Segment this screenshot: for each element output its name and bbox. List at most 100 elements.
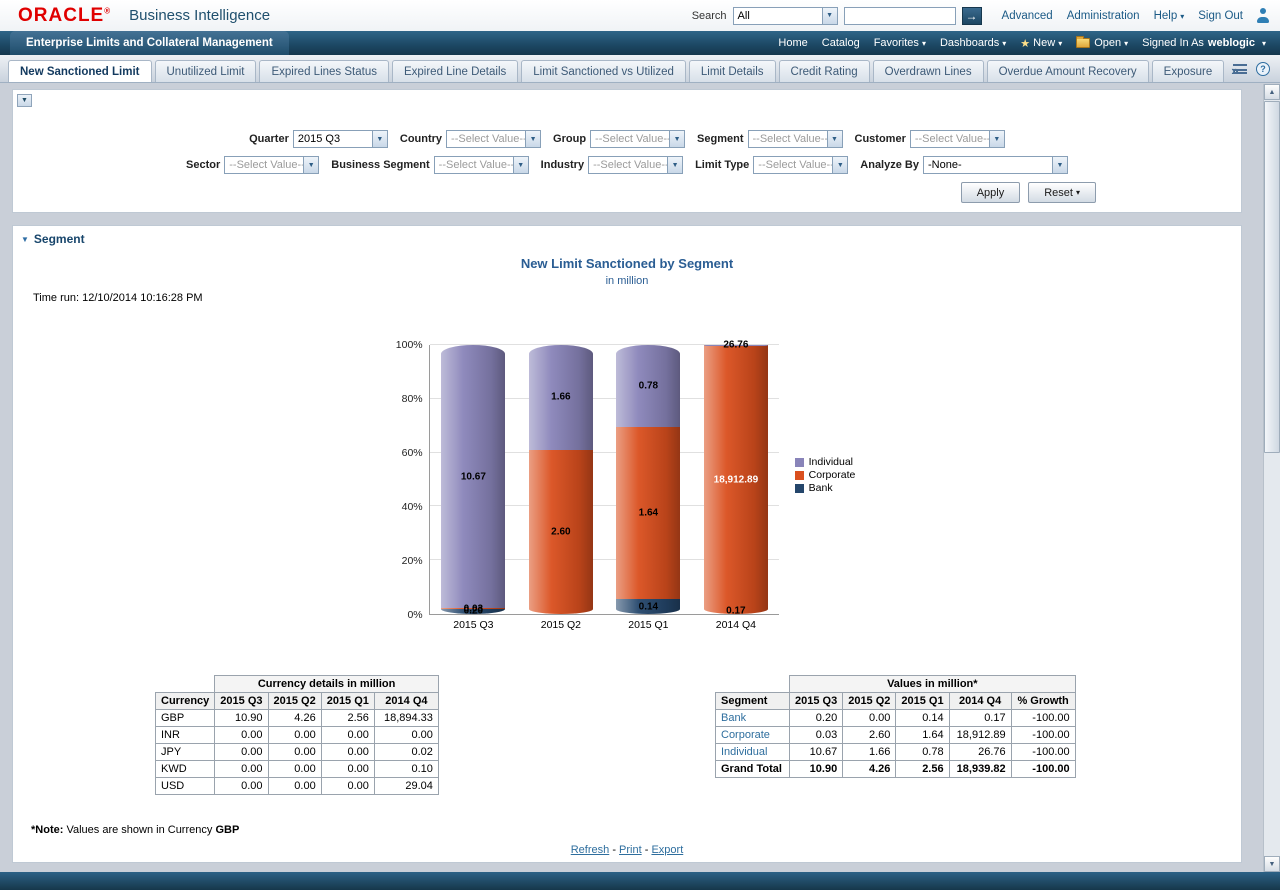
bar-segment-individual[interactable]	[616, 345, 681, 427]
bar-2015-q1[interactable]: 0.14 1.64 0.78	[616, 345, 681, 614]
bar-segment-corporate[interactable]	[616, 426, 681, 600]
tab-overdue-amount-recovery[interactable]: Overdue Amount Recovery	[986, 60, 1149, 82]
tabstrip-icons: ?	[1233, 62, 1270, 76]
user-icon[interactable]	[1255, 8, 1270, 23]
panel-links: Refresh - Print - Export	[570, 844, 684, 856]
tab-overflow-chevron[interactable]: »	[1231, 63, 1239, 78]
tab-limit-details[interactable]: Limit Details	[688, 60, 776, 82]
nav-item-favorites[interactable]: Favorites ▾	[873, 37, 926, 49]
chevron-down-icon[interactable]: ▼	[821, 7, 837, 24]
cell-value: 10.90	[788, 760, 844, 778]
help-icon[interactable]: ?	[1256, 62, 1270, 76]
collapse-section-icon[interactable]: ▼	[21, 234, 29, 244]
chevron-down-icon: ▾	[1124, 38, 1129, 48]
dropdown-arrow-icon[interactable]: ▼	[669, 131, 685, 147]
export-link[interactable]: Export	[651, 844, 684, 856]
bar-2015-q2[interactable]: 2.60 1.66	[528, 345, 593, 614]
tab-overdrawn-lines[interactable]: Overdrawn Lines	[872, 60, 984, 82]
filter-select-business-segment[interactable]: --Select Value-- ▼	[433, 156, 529, 174]
bar-segment-corporate[interactable]	[703, 345, 768, 614]
tab-new-sanctioned-limit[interactable]: New Sanctioned Limit	[8, 60, 152, 82]
tab-exposure[interactable]: Exposure	[1151, 60, 1225, 82]
tab-limit-sanctioned-vs-utilized[interactable]: Limit Sanctioned vs Utilized	[521, 60, 686, 82]
filter-select-quarter[interactable]: 2015 Q3 ▼	[292, 130, 388, 148]
bar-2014-q4[interactable]: 0.17 18,912.89 26.76	[703, 340, 768, 616]
footnote-text: Values are shown in Currency	[63, 824, 216, 836]
bar-segment-corporate[interactable]	[441, 608, 506, 610]
search-go-button[interactable]: →	[961, 6, 982, 25]
filter-select-segment[interactable]: --Select Value-- ▼	[747, 130, 843, 148]
cell-value: 0.00	[267, 743, 322, 761]
cell-value: 0.00	[842, 709, 897, 727]
row-label[interactable]: Individual	[715, 743, 790, 761]
filter-select-industry[interactable]: --Select Value-- ▼	[588, 156, 684, 174]
dropdown-arrow-icon[interactable]: ▼	[303, 157, 319, 173]
module-tab[interactable]: Enterprise Limits and Collateral Managem…	[10, 31, 289, 55]
chart-legend: Individual Corporate Bank	[794, 455, 855, 615]
chart: 0.20 0.03 10.67 2015 Q3 2.60 1.66 2015 Q2 0.14 1…	[13, 339, 1241, 631]
dropdown-arrow-icon[interactable]: ▼	[832, 157, 848, 173]
chart-plot-wrap: 0.20 0.03 10.67 2015 Q3 2.60 1.66 2015 Q2 0.14 1…	[396, 339, 779, 631]
column-header-2014-q4: 2014 Q4	[948, 692, 1012, 710]
search-label: Search	[691, 9, 727, 22]
currency-table: Currency details in million Currency 2015 …	[154, 675, 439, 795]
row-label[interactable]: Corporate	[715, 726, 790, 744]
bar-segment-bank[interactable]	[441, 609, 506, 614]
table-row: Bank 0.20 0.00 0.14 0.17 -100.00	[715, 709, 1076, 727]
vertical-scrollbar[interactable]: ▲ ▼	[1263, 84, 1280, 872]
bar-segment-individual[interactable]	[441, 345, 506, 609]
refresh-link[interactable]: Refresh	[570, 844, 610, 856]
row-label[interactable]: Bank	[715, 709, 790, 727]
scrollbar-thumb[interactable]	[1264, 101, 1280, 453]
nav-item-home[interactable]: Home	[778, 37, 808, 49]
search-input[interactable]	[843, 6, 956, 25]
filter-select-sector[interactable]: --Select Value-- ▼	[224, 156, 320, 174]
filter-select-customer[interactable]: --Select Value-- ▼	[909, 130, 1005, 148]
scroll-down-icon[interactable]: ▼	[1264, 856, 1280, 872]
dropdown-arrow-icon[interactable]: ▼	[512, 157, 528, 173]
print-link[interactable]: Print	[619, 844, 642, 856]
cell-value: 10.67	[788, 743, 844, 761]
reset-button[interactable]: Reset ▾	[1028, 182, 1096, 203]
signed-in-as[interactable]: Signed In As weblogic ▾	[1142, 37, 1266, 49]
dropdown-arrow-icon[interactable]: ▼	[826, 131, 842, 147]
table-row: Corporate 0.03 2.60 1.64 18,912.89 -100.00	[715, 726, 1076, 744]
nav-item-new[interactable]: ★ New ▾	[1020, 37, 1063, 50]
header-link-help[interactable]: Help ▾	[1153, 9, 1185, 22]
nav-item-open[interactable]: Open ▾	[1076, 36, 1129, 49]
tab-expired-line-details[interactable]: Expired Line Details	[391, 60, 519, 82]
filter-select-country[interactable]: --Select Value-- ▼	[446, 130, 542, 148]
header-link-administration[interactable]: Administration	[1066, 9, 1140, 22]
bar-segment-corporate[interactable]	[528, 449, 593, 614]
dropdown-arrow-icon[interactable]: ▼	[988, 131, 1004, 147]
nav-item-dashboards[interactable]: Dashboards ▾	[939, 37, 1007, 49]
tab-expired-lines-status[interactable]: Expired Lines Status	[259, 60, 389, 82]
filter-select-group[interactable]: --Select Value-- ▼	[590, 130, 686, 148]
apply-button[interactable]: Apply	[960, 182, 1021, 203]
bar-2015-q3[interactable]: 0.20 0.03 10.67	[441, 345, 506, 616]
collapse-filters-icon[interactable]: ▼	[17, 94, 32, 107]
table-row: USD 0.00 0.00 0.00 29.04	[154, 777, 439, 795]
filter-select-limit-type[interactable]: --Select Value-- ▼	[753, 156, 849, 174]
bar-segment-bank[interactable]	[616, 599, 681, 614]
tab-unutilized-limit[interactable]: Unutilized Limit	[154, 60, 257, 82]
header-link-advanced[interactable]: Advanced	[1001, 9, 1053, 22]
dropdown-arrow-icon[interactable]: ▼	[371, 131, 387, 147]
filter-select-analyze-by[interactable]: -None- ▼	[922, 156, 1068, 174]
footnote-currency: GBP	[215, 824, 240, 836]
header-link-sign-out[interactable]: Sign Out	[1198, 9, 1243, 22]
cell-value: 0.14	[895, 709, 950, 727]
tab-credit-rating[interactable]: Credit Rating	[778, 60, 870, 82]
filter-label-segment: Segment	[697, 133, 744, 145]
chevron-down-icon: ▾	[1075, 188, 1080, 197]
open-folder-icon	[1076, 36, 1091, 48]
page-options-icon[interactable]	[1233, 64, 1247, 74]
nav-item-catalog[interactable]: Catalog	[821, 37, 860, 49]
dropdown-arrow-icon[interactable]: ▼	[525, 131, 541, 147]
dropdown-arrow-icon[interactable]: ▼	[667, 157, 683, 173]
column-header-2015-q1: 2015 Q1	[320, 692, 375, 710]
scroll-up-icon[interactable]: ▲	[1264, 84, 1280, 100]
search-scope-select[interactable]: All ▼	[732, 6, 838, 25]
bar-segment-individual[interactable]	[528, 345, 593, 450]
dropdown-arrow-icon[interactable]: ▼	[1051, 157, 1067, 173]
